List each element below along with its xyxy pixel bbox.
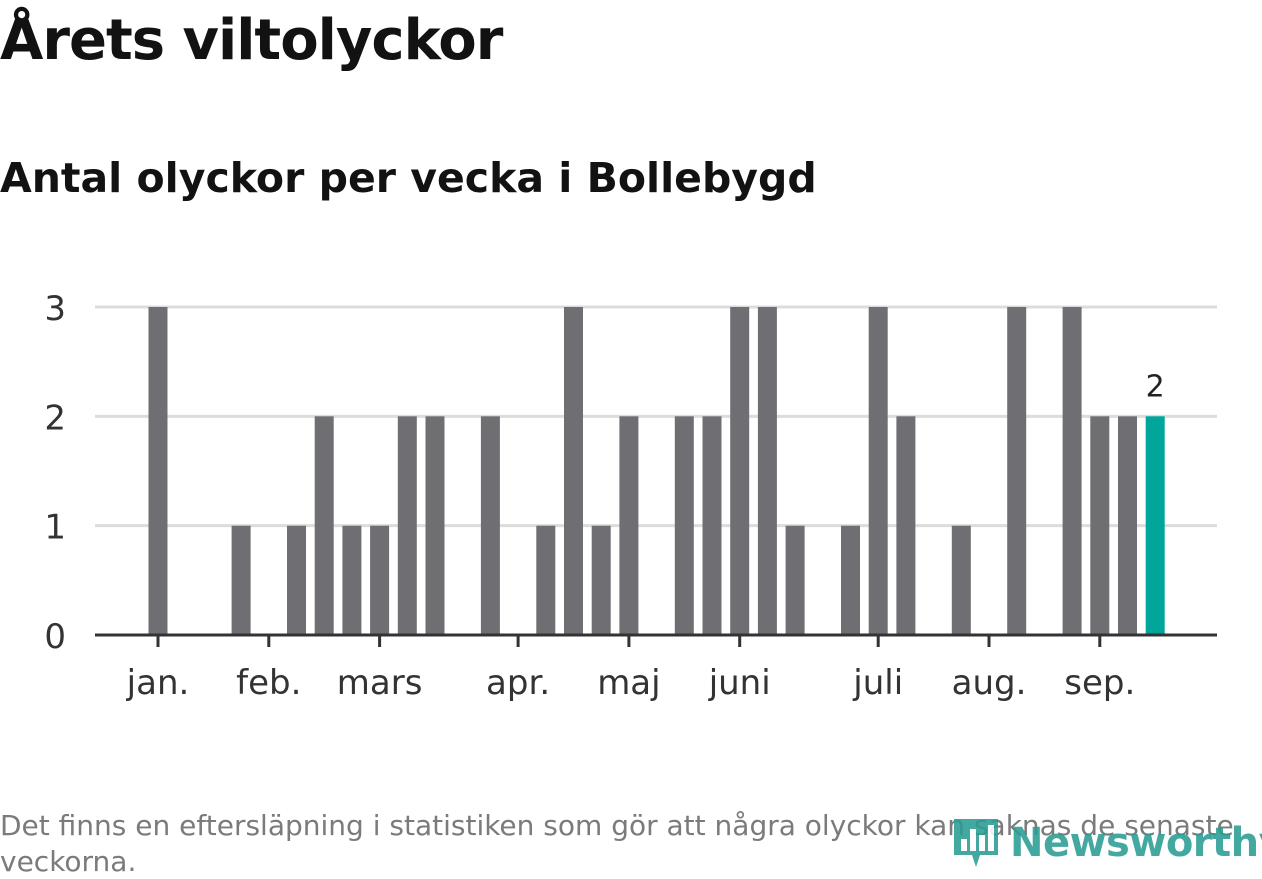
bar-week-4	[231, 525, 251, 635]
bar-week-7	[314, 416, 334, 635]
bar-week-9	[370, 525, 390, 635]
bar-week-26	[841, 525, 860, 635]
newsworthy-logo-icon	[954, 819, 998, 867]
bars	[148, 307, 1165, 635]
x-tick-label-aug.: aug.	[952, 663, 1027, 703]
bar-week-11	[425, 416, 445, 635]
y-axis-labels: 0 1 2 3	[44, 289, 66, 657]
bar-week-15	[536, 525, 556, 635]
y-tick-label-1: 1	[44, 508, 66, 548]
bar-week-35	[1090, 416, 1110, 635]
bar-week-10	[397, 416, 417, 635]
x-tick-label-feb.: feb.	[236, 663, 301, 703]
bar-week-21	[702, 416, 722, 635]
x-tick-label-jan.: jan.	[126, 663, 190, 703]
bar-week-23	[757, 307, 777, 635]
y-tick-label-0: 0	[44, 617, 66, 657]
bar-week-34	[1062, 307, 1082, 635]
annotations: 2	[1146, 369, 1165, 404]
bar-week-27	[868, 307, 888, 635]
bar-week-36	[1118, 416, 1137, 635]
x-tick-label-juli: juli	[852, 663, 903, 703]
bar-week-8	[342, 525, 362, 635]
x-tick-label-apr.: apr.	[486, 663, 550, 703]
x-tick-label-mars: mars	[337, 663, 423, 703]
bar-week-28	[896, 416, 916, 635]
highlight-value-label: 2	[1146, 369, 1165, 404]
brand-name: Newsworthy	[1010, 820, 1262, 866]
x-axis	[95, 633, 1217, 647]
x-axis-labels: jan. feb. mars apr. maj juni juli aug. sep.	[126, 663, 1136, 703]
bar-week-20	[674, 416, 694, 635]
x-tick-label-sep.: sep.	[1064, 663, 1135, 703]
bar-chart: 0 1 2 3 jan. feb. mars apr. maj juni juli aug. sep.…	[44, 289, 1217, 703]
y-tick-label-3: 3	[44, 289, 66, 329]
bar-week-16	[564, 307, 583, 635]
bar-week-6	[287, 525, 306, 635]
y-tick-label-2: 2	[44, 398, 66, 438]
grid-lines	[95, 305, 1217, 528]
bar-week-30	[951, 525, 971, 635]
bar-week-32	[1007, 307, 1027, 635]
chart-subtitle: Antal olyckor per vecka i Bollebygd	[0, 154, 817, 202]
bar-week-1	[148, 307, 168, 635]
x-tick-label-juni: juni	[708, 663, 771, 703]
x-tick-label-maj: maj	[597, 663, 660, 703]
bar-week-13	[480, 416, 500, 635]
chart-footnote: Det finns en eftersläpning i statistiken…	[0, 809, 1234, 878]
bar-week-18	[619, 416, 639, 635]
brand-logo: Newsworthy	[950, 815, 1262, 871]
bar-week-37	[1145, 416, 1165, 635]
chart-title: Årets viltolyckor	[0, 8, 503, 73]
bar-week-24	[785, 525, 805, 635]
bar-week-22	[730, 307, 750, 635]
bar-week-17	[591, 525, 611, 635]
